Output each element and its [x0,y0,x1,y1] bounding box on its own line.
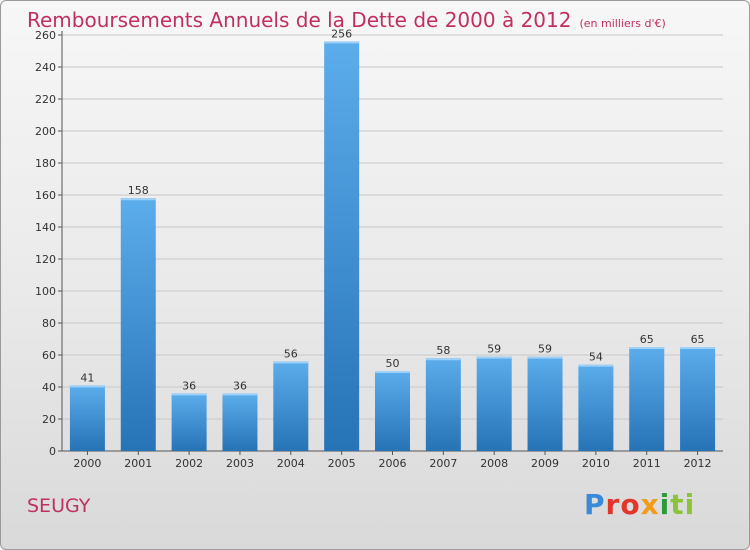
x-tick-label: 2005 [328,457,356,470]
bar-highlight [680,347,716,349]
logo-part-3: x [640,488,660,521]
bar [120,198,156,451]
bar [476,356,512,451]
bar [273,361,309,451]
y-tick-label: 160 [35,189,56,202]
y-tick-label: 20 [42,413,56,426]
labels: 0 20 40 60 80 100 120 140 160 180 200 220 240 260 41 20… [35,27,712,470]
bar-value-label: 36 [182,379,196,392]
y-tick-label: 200 [35,125,56,138]
x-tick-label: 2009 [531,457,559,470]
bar-highlight [425,358,461,361]
x-tick-label: 2008 [480,457,508,470]
bar [324,41,360,452]
bar [629,347,665,451]
y-tick-label: 240 [35,61,56,74]
y-tick-label: 180 [35,157,56,170]
x-tick-label: 2012 [684,457,712,470]
bar-highlight [222,393,258,396]
logo-part-5: ti [670,488,696,521]
y-tick-label: 60 [42,349,56,362]
y-tick-label: 40 [42,381,56,394]
x-tick-label: 2001 [124,457,152,470]
commune-name: SEUGY [27,495,91,517]
bar-highlight [171,393,207,396]
logo-part-4: i [659,488,671,521]
y-tick-label: 100 [35,285,56,298]
x-tick-label: 2007 [429,457,457,470]
bar [375,371,410,451]
bar-highlight [629,347,665,349]
bar-value-label: 54 [589,351,603,364]
bar [222,393,258,451]
x-tick-label: 2010 [582,457,610,470]
bar [171,393,207,451]
bar-value-label: 158 [128,184,149,197]
bars [69,41,716,452]
bar-value-label: 59 [538,343,552,356]
logo-part-1: P [584,488,606,521]
bar-highlight [324,41,360,44]
bar-highlight [69,385,105,388]
bar-value-label: 58 [436,344,450,357]
bar-value-label: 56 [284,347,298,360]
bar [680,347,716,451]
y-tick-label: 220 [35,93,56,106]
bar-value-label: 36 [233,379,247,392]
y-tick-label: 80 [42,317,56,330]
logo-part-2: ro [605,488,641,521]
chart-title: Remboursements Annuels de la Dette de 20… [27,8,666,32]
bar-value-label: 65 [691,333,705,346]
bar-value-label: 50 [386,357,400,370]
x-tick-label: 2003 [226,457,254,470]
y-tick-label: 120 [35,253,56,266]
bar-highlight [527,356,563,359]
bar-value-label: 59 [487,343,501,356]
bar-highlight [120,198,156,201]
y-tick-label: 0 [49,445,56,458]
proxiti-logo: Proxiti [584,488,695,521]
unit-note: (en milliers d'€) [579,17,666,30]
bar-value-label: 41 [80,371,94,384]
x-tick-label: 2011 [633,457,661,470]
x-tick-label: 2002 [175,457,203,470]
bar [578,364,614,451]
bar-value-label: 65 [640,333,654,346]
bar-highlight [476,356,512,359]
bar-highlight [578,364,614,367]
bar [425,358,461,451]
x-tick-label: 2000 [73,457,101,470]
bar-highlight [375,371,410,373]
x-tick-label: 2004 [277,457,305,470]
bar [527,356,563,451]
title-text: Remboursements Annuels de la Dette de 20… [27,8,572,32]
x-tick-label: 2006 [379,457,407,470]
bar-value-label: 256 [331,27,352,40]
y-tick-label: 260 [35,29,56,42]
y-tick-label: 140 [35,221,56,234]
bar [69,385,105,451]
bar-highlight [273,361,309,364]
